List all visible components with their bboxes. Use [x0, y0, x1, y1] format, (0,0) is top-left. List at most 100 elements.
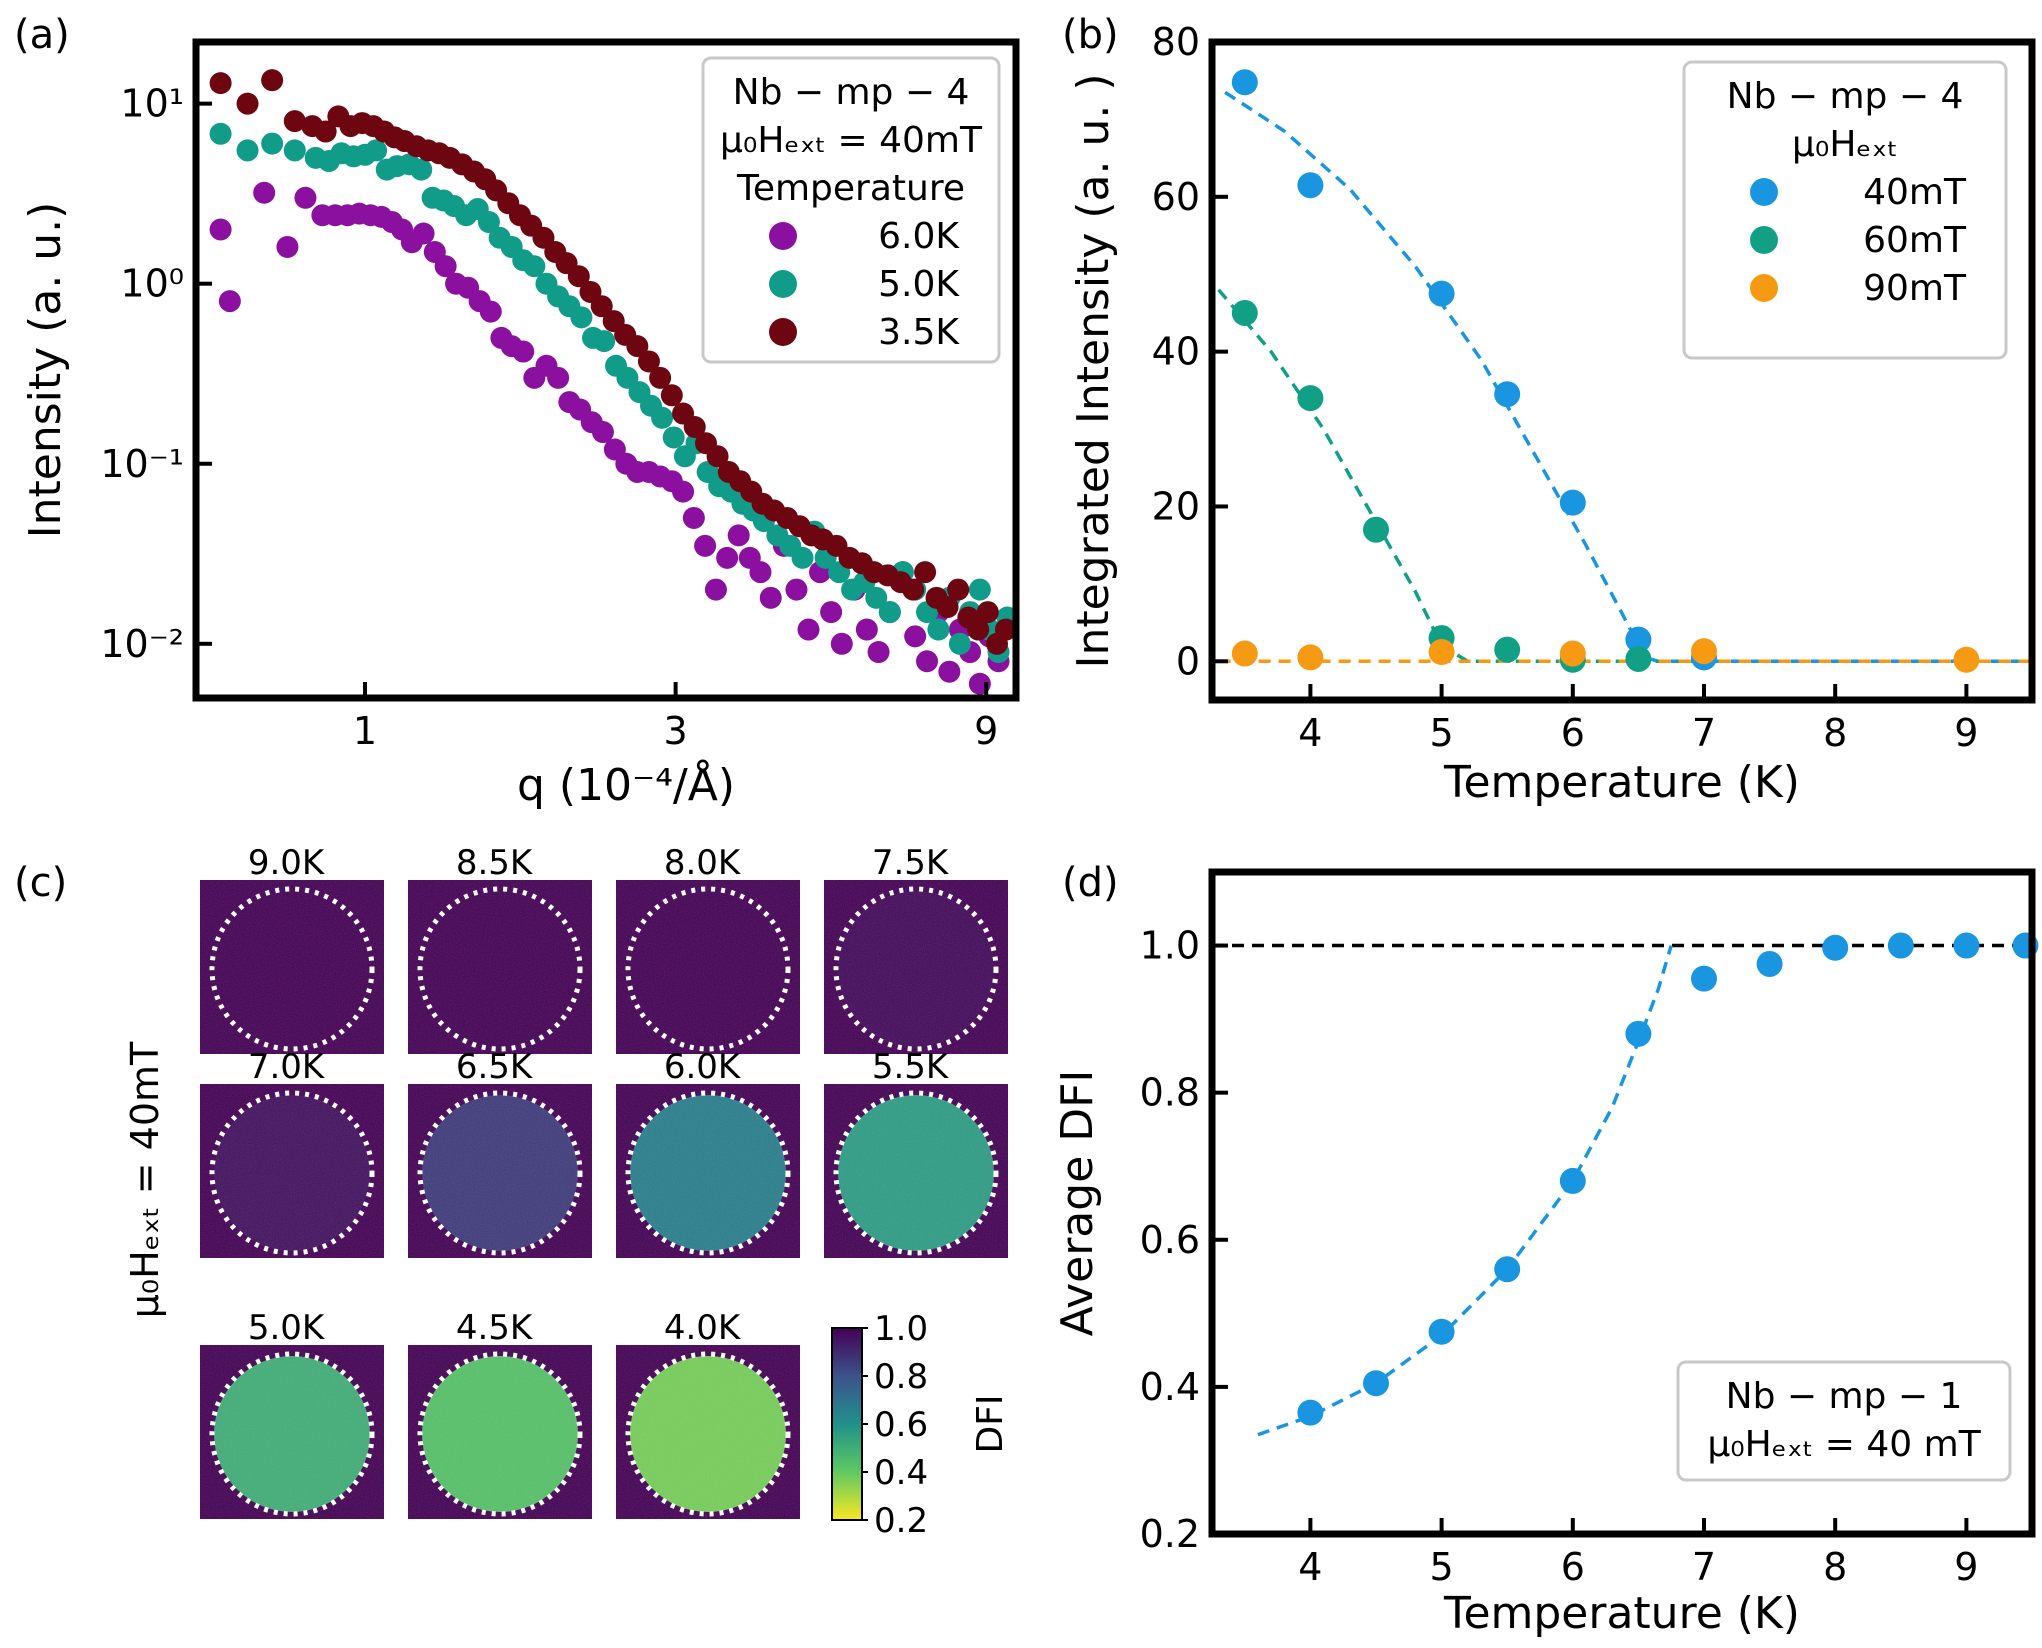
panel-d-ytick-label: 1.0: [1140, 924, 1200, 968]
dfi-image-outline: [833, 886, 999, 1052]
panel-b-integrated-intensity: 4 5 6 7 8 9 0 20 40 60 80 Integrated Intensity (a. …: [1068, 20, 2036, 808]
colorbar-tick-label: 0.8: [874, 1357, 928, 1397]
panel-b-ylabel: Integrated Intensity (a. u. ): [1068, 73, 1119, 668]
panel-label-d: (d): [1062, 860, 1119, 906]
dfi-image-noise: [616, 1084, 800, 1258]
panel-b-point-60mT: [1231, 299, 1258, 326]
panel-a-legend-marker: [769, 222, 797, 250]
panel-a-legend-label: 3.5K: [878, 312, 960, 353]
dfi-image-noise: [408, 880, 592, 1054]
dfi-image-noise: [616, 1345, 800, 1519]
dfi-image-7.0K: 7.0K: [200, 1047, 384, 1258]
dfi-image-7.5K: 7.5K: [824, 843, 1008, 1054]
colorbar-tick-label: 0.4: [874, 1453, 928, 1493]
panel-a-point-6.0K: [716, 546, 739, 569]
panel-a-point-6.0K: [867, 641, 890, 664]
panel-b-legend-title: Nb − mp − 4: [1727, 76, 1964, 117]
panel-d-average-dfi: 4 5 6 7 8 9 0.2 0.4 0.6 0.8 1.0 Average DFI Temperat…: [1052, 868, 2039, 1639]
dfi-image-outline: [417, 1090, 583, 1256]
panel-a-point-6.0K: [704, 578, 727, 601]
dfi-image-outline: [625, 1090, 791, 1256]
panel-a-point-6.0K: [694, 534, 717, 557]
panel-a-point-5.0K: [523, 255, 546, 278]
panel-a-point-3.5K: [706, 445, 729, 468]
dfi-image-5.5K: 5.5K: [824, 1047, 1008, 1258]
dfi-image-8.0K: 8.0K: [616, 843, 800, 1054]
panel-b-ytick-label: 60: [1152, 175, 1200, 219]
panel-a-point-5.0K: [791, 546, 814, 569]
panel-b-xtick-label: 5: [1430, 711, 1454, 755]
dfi-image-outline: [625, 1351, 791, 1517]
panel-b-point-40mT: [1428, 280, 1455, 307]
panel-a-point-3.5K: [314, 120, 337, 143]
panel-b-legend-title: μ₀Hₑₓₜ: [1792, 124, 1898, 165]
panel-d-plot-area: [1212, 932, 2039, 1437]
colorbar-tick-label: 0.6: [874, 1405, 928, 1445]
dfi-image-outline: [209, 1351, 375, 1517]
panel-a-point-3.5K: [567, 265, 590, 288]
panel-a-ytick-label: 10⁻¹: [100, 442, 184, 486]
panel-a-point-5.0K: [261, 132, 284, 155]
panel-d-xtick-label: 6: [1561, 1545, 1585, 1589]
panel-b-xtick-label: 4: [1298, 711, 1322, 755]
dfi-image-noise: [200, 1345, 384, 1519]
panel-a-point-6.0K: [797, 618, 820, 641]
panel-d-xtick-label: 9: [1954, 1545, 1978, 1589]
panel-d-point: [1953, 932, 1980, 959]
panel-d-point: [1822, 934, 1849, 961]
panel-a-point-5.0K: [651, 406, 674, 429]
panel-a-point-5.0K: [570, 306, 593, 329]
panel-a-point-6.0K: [412, 222, 435, 245]
panel-d-point: [1559, 1167, 1586, 1194]
colorbar-tick-label: 0.2: [874, 1501, 928, 1541]
panel-a-xtick-label: 3: [664, 709, 688, 753]
panel-d-xtick-label: 7: [1692, 1545, 1716, 1589]
panel-a-point-6.0K: [591, 421, 614, 444]
panel-b-point-60mT: [1625, 645, 1652, 672]
panel-b-point-60mT: [1494, 636, 1521, 663]
panel-a-xtick-label: 9: [974, 709, 998, 753]
panel-a-point-5.0K: [968, 578, 991, 601]
panel-a-point-3.5K: [283, 110, 306, 133]
dfi-image-outline: [417, 1351, 583, 1517]
dfi-image-label: 4.0K: [664, 1308, 742, 1348]
panel-label-c: (c): [14, 860, 67, 906]
panel-d-ytick-label: 0.4: [1140, 1365, 1200, 1409]
dfi-image-label: 6.0K: [664, 1047, 742, 1087]
panel-a-point-6.0K: [916, 650, 939, 673]
panel-b-xlabel: Temperature (K): [1443, 757, 1800, 808]
panel-b-point-40mT: [1231, 69, 1258, 96]
panel-a-point-3.5K: [590, 295, 613, 318]
panel-b-ytick-label: 40: [1152, 330, 1200, 374]
panel-a-legend-marker: [769, 270, 797, 298]
panel-c-ylabel: μ₀Hₑₓₜ = 40mT: [123, 1041, 167, 1318]
panel-a-point-6.0K: [218, 290, 241, 313]
panel-a-point-6.0K: [830, 632, 853, 655]
dfi-image-outline: [625, 886, 791, 1052]
panel-a-point-6.0K: [547, 366, 570, 389]
panel-d-ytick-label: 0.2: [1140, 1512, 1200, 1556]
panel-b-point-60mT: [1297, 385, 1324, 412]
panel-a-legend-title: Temperature: [736, 168, 965, 209]
panel-a-point-6.0K: [294, 186, 317, 209]
panel-d-legend-title: Nb − mp − 1: [1726, 1376, 1963, 1417]
panel-a-point-6.0K: [855, 618, 878, 641]
panel-a-point-5.0K: [927, 618, 950, 641]
panel-b-point-90mT: [1691, 638, 1717, 665]
dfi-image-6.0K: 6.0K: [616, 1047, 800, 1258]
panel-d-point: [1297, 1399, 1324, 1426]
panel-d-point: [1494, 1256, 1521, 1283]
dfi-image-outline: [417, 886, 583, 1052]
panel-a-legend-label: 6.0K: [878, 216, 960, 257]
panel-a-point-6.0K: [785, 578, 808, 601]
panel-a-point-5.0K: [593, 330, 616, 353]
panel-d-xtick-label: 4: [1298, 1545, 1322, 1589]
panel-a-point-6.0K: [727, 524, 750, 547]
dfi-image-4.0K: 4.0K: [616, 1308, 800, 1519]
dfi-image-noise: [824, 880, 1008, 1054]
panel-d-point: [1887, 932, 1914, 959]
panel-b-point-60mT: [1363, 516, 1389, 543]
panel-a-point-5.0K: [365, 139, 388, 162]
panel-a-point-6.0K: [276, 235, 299, 258]
panel-a-point-6.0K: [820, 601, 843, 624]
